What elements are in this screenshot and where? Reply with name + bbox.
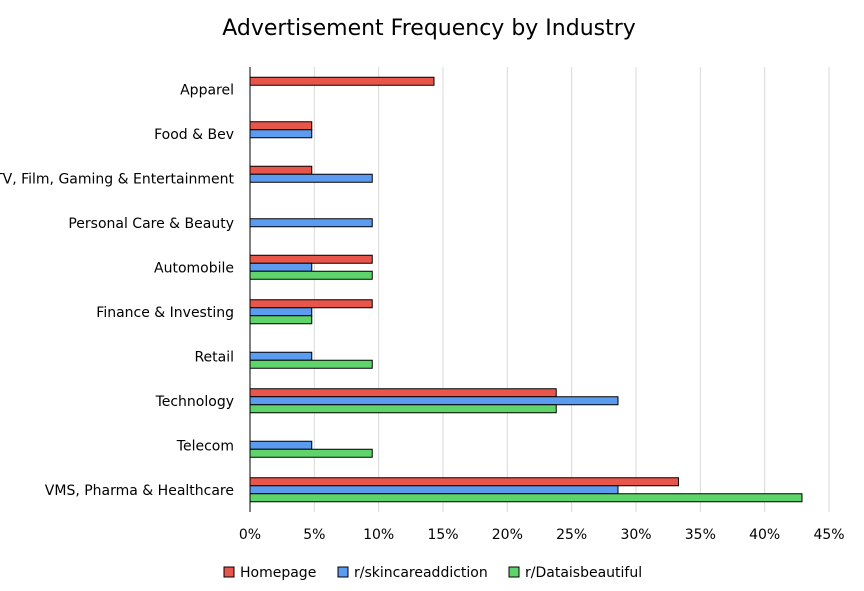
bar: [249, 121, 313, 131]
category-label: VMS, Pharma & Healthcare: [45, 483, 234, 499]
bar: [249, 270, 373, 280]
x-tick-label: 35%: [685, 527, 716, 543]
bar: [249, 477, 679, 487]
bar: [249, 388, 557, 398]
category-label: Automobile: [154, 260, 234, 276]
bar: [249, 165, 313, 175]
x-tick-label: 0%: [239, 527, 261, 543]
legend-swatch: [508, 566, 520, 578]
x-tick-label: 10%: [363, 527, 394, 543]
legend-label: r/skincareaddiction: [354, 565, 488, 581]
bar: [249, 299, 373, 309]
legend-label: Homepage: [240, 565, 316, 581]
category-label: Personal Care & Beauty: [68, 216, 234, 232]
bar: [249, 315, 313, 325]
legend-label: r/Dataisbeautiful: [525, 565, 642, 581]
category-label: Technology: [155, 394, 234, 410]
category-label: Finance & Investing: [96, 305, 234, 321]
bar: [249, 254, 373, 264]
bar: [249, 173, 373, 183]
legend-swatch: [337, 566, 349, 578]
bar: [249, 493, 803, 503]
bar: [249, 262, 313, 272]
x-tick-label: 40%: [749, 527, 780, 543]
legend-swatch: [223, 566, 235, 578]
category-label: TV, Film, Gaming & Entertainment: [0, 171, 235, 187]
category-label: Food & Bev: [154, 127, 234, 143]
x-tick-label: 15%: [427, 527, 458, 543]
bar: [249, 307, 313, 317]
axes: 0% 5% 10% 15% 20% 25% 30% 35% 40% 45% Apparel Food …: [0, 67, 845, 543]
bar: [249, 351, 313, 361]
bar: [249, 404, 557, 414]
x-tick-label: 5%: [303, 527, 325, 543]
bar: [249, 448, 373, 458]
bar: [249, 76, 435, 86]
grid-lines: [313, 67, 830, 512]
bar: [249, 396, 619, 406]
bar: [249, 359, 373, 369]
bar: [249, 485, 619, 495]
x-tick-label: 25%: [556, 527, 587, 543]
category-label: Telecom: [176, 438, 234, 454]
bar: [249, 129, 313, 139]
x-tick-label: 30%: [620, 527, 651, 543]
bar: [249, 218, 373, 228]
x-tick-label: 20%: [492, 527, 523, 543]
category-label: Apparel: [180, 82, 234, 98]
bars: [249, 76, 803, 503]
bar: [249, 440, 313, 450]
chart-title: Advertisement Frequency by Industry: [222, 16, 636, 41]
legend: Homepage r/skincareaddiction r/Dataisbeaut…: [223, 565, 642, 581]
category-label: Retail: [194, 349, 234, 365]
x-tick-label: 45%: [813, 527, 844, 543]
